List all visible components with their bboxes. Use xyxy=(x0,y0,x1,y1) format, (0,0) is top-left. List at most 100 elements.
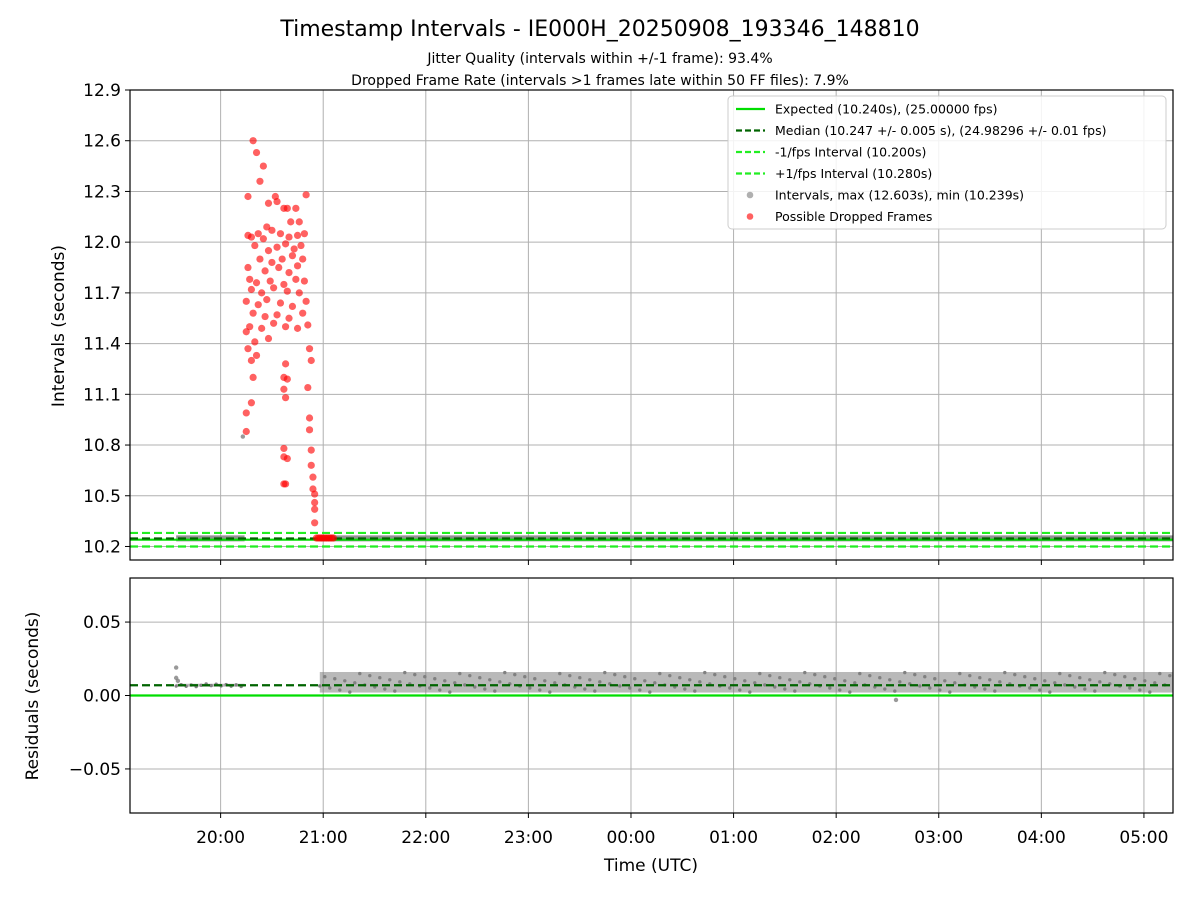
data-point xyxy=(883,687,887,691)
dropped-frame-point xyxy=(311,498,319,507)
dropped-frame-point xyxy=(246,275,254,283)
data-point xyxy=(928,686,932,690)
data-point xyxy=(1133,677,1137,681)
dropped-frame-point xyxy=(276,299,285,307)
dropped-frame-point xyxy=(285,314,293,322)
x-tick-label: 03:00 xyxy=(914,828,963,848)
dropped-frame-point xyxy=(292,204,300,212)
chart-subtitle-dropped: Dropped Frame Rate (intervals >1 frames … xyxy=(351,73,849,89)
data-point xyxy=(1093,689,1097,693)
dropped-frame-point xyxy=(254,301,262,309)
dropped-frame-point xyxy=(252,148,261,157)
dropped-frame-point xyxy=(283,287,291,295)
data-point xyxy=(913,672,917,677)
data-point xyxy=(1038,688,1042,692)
data-point xyxy=(738,688,742,692)
data-point xyxy=(543,679,547,683)
legend-entry: +1/fps Interval (10.280s) xyxy=(775,166,932,181)
data-point xyxy=(843,679,847,683)
dropped-frame-point xyxy=(258,324,266,332)
data-point xyxy=(978,676,982,680)
data-point xyxy=(813,672,817,677)
dropped-frame-point xyxy=(302,297,310,305)
dropped-frame-point xyxy=(273,243,281,251)
data-point xyxy=(234,683,238,687)
data-point xyxy=(713,672,717,677)
data-point xyxy=(318,684,322,688)
dropped-frame-point xyxy=(242,427,250,436)
intervals-panel: 10.2 10.5 10.8 11.1 11.4 11.7 12.0 12.3 12.6 12.9… xyxy=(83,81,1174,565)
plot-area xyxy=(130,578,1173,813)
data-point xyxy=(613,672,617,677)
data-point xyxy=(838,688,842,692)
dropped-frame-point xyxy=(297,241,305,250)
interval-point xyxy=(173,665,179,670)
dropped-frame-point xyxy=(268,226,276,234)
dropped-frame-point xyxy=(263,223,271,231)
y-tick-label: 10.2 xyxy=(83,537,121,557)
data-point xyxy=(1148,690,1152,694)
x-tick-label: 20:00 xyxy=(196,828,245,848)
data-point xyxy=(768,673,772,678)
data-point xyxy=(828,686,832,690)
data-point xyxy=(528,686,532,690)
data-point xyxy=(633,677,637,681)
data-point xyxy=(778,676,782,680)
data-point xyxy=(493,689,497,693)
dropped-frame-point xyxy=(311,505,319,513)
data-point xyxy=(1078,676,1082,680)
data-point xyxy=(678,676,682,680)
dropped-frame-point xyxy=(263,296,271,304)
data-point xyxy=(833,677,837,681)
dropped-frame-point xyxy=(299,255,307,263)
data-point xyxy=(668,673,672,678)
legend-entry: Possible Dropped Frames xyxy=(775,209,932,224)
dropped-frame-point xyxy=(244,192,252,201)
data-band xyxy=(319,672,1173,693)
dropped-frame-point xyxy=(288,252,297,260)
y-tick-label: 12.6 xyxy=(83,132,121,152)
dropped-frame-point xyxy=(268,258,276,267)
data-point xyxy=(783,687,787,691)
dropped-frame-point xyxy=(258,289,266,297)
dropped-frame-point xyxy=(311,490,319,498)
data-point xyxy=(788,678,792,682)
data-point xyxy=(593,689,597,693)
x-tick-label: 05:00 xyxy=(1119,828,1168,848)
dropped-frame-point xyxy=(283,375,291,383)
data-point xyxy=(968,673,972,678)
y-tick-label: 12.9 xyxy=(83,81,121,101)
dropped-frame-point xyxy=(276,230,285,238)
data-point xyxy=(483,687,487,691)
data-point xyxy=(488,678,492,682)
dropped-frame-point xyxy=(305,426,314,434)
data-point xyxy=(503,670,507,675)
data-point xyxy=(323,674,327,679)
data-point xyxy=(1098,680,1102,684)
data-point xyxy=(463,683,467,687)
data-point xyxy=(998,680,1002,684)
plot-frame xyxy=(129,89,1174,561)
chart-subtitle-jitter: Jitter Quality (intervals within +/-1 fr… xyxy=(426,51,772,67)
data-point xyxy=(658,671,662,676)
data-point xyxy=(733,677,737,681)
data-point xyxy=(498,680,502,684)
data-point xyxy=(698,680,702,684)
dropped-frame-point xyxy=(307,461,315,469)
data-point xyxy=(753,681,757,685)
dropped-frame-point xyxy=(242,297,250,305)
data-point xyxy=(558,671,562,676)
data-point xyxy=(1028,686,1032,690)
dropped-frame-point xyxy=(252,351,261,360)
dropped-frame-point xyxy=(264,334,273,343)
data-point xyxy=(988,678,992,682)
data-point xyxy=(1023,674,1027,679)
data-point xyxy=(728,686,732,690)
data-point xyxy=(653,681,657,685)
dropped-frame-point xyxy=(275,263,283,272)
interval-point xyxy=(175,678,181,684)
dropped-frame-point xyxy=(270,284,278,292)
data-point xyxy=(823,674,827,679)
dropped-frame-point xyxy=(247,233,255,241)
data-point xyxy=(433,677,437,681)
